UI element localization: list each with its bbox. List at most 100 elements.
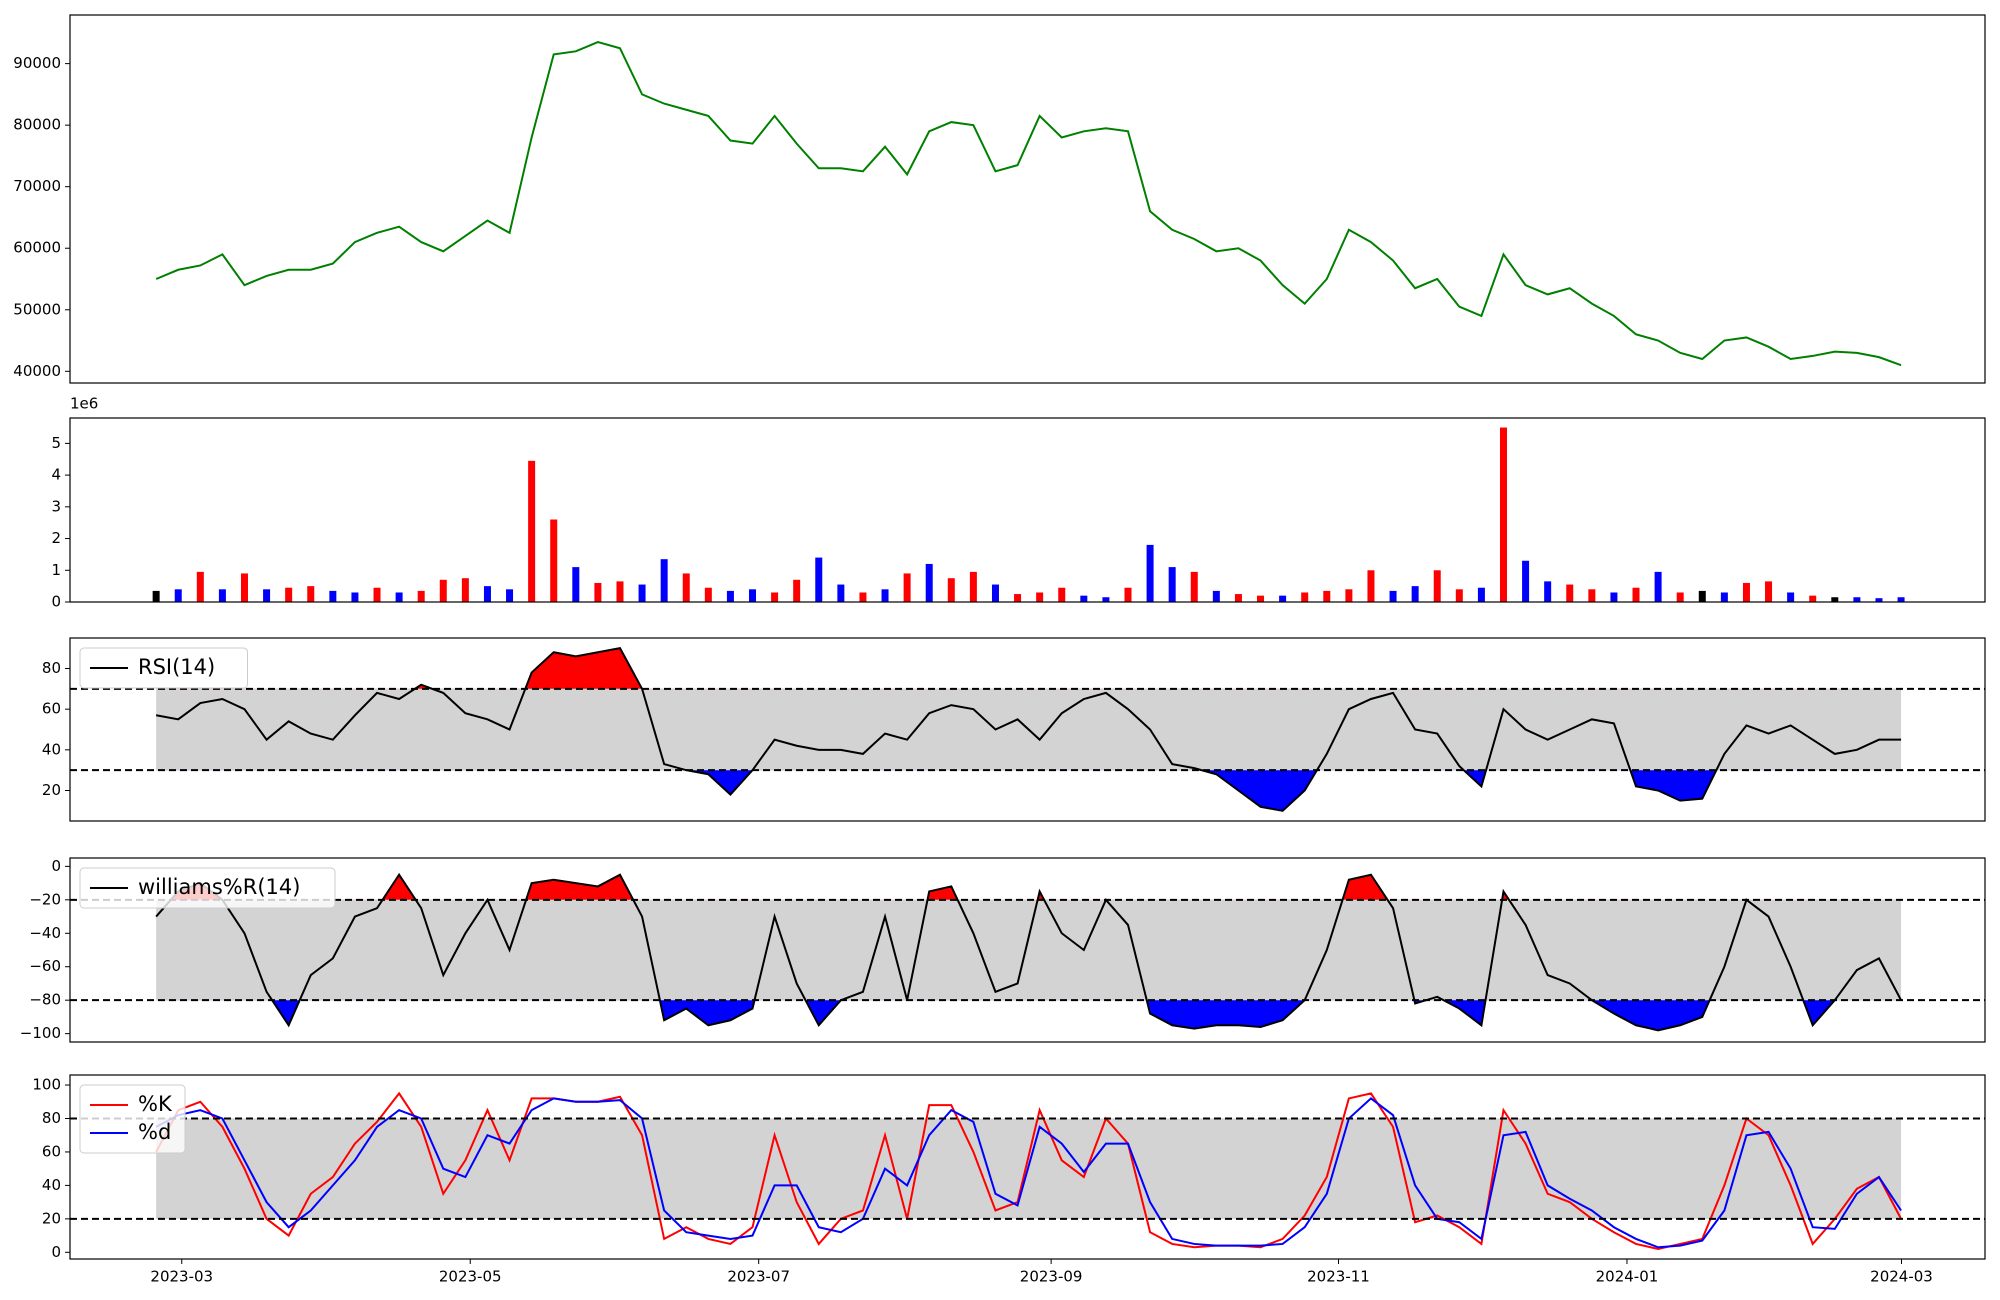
- x-tick-label: 2023-03: [150, 1268, 213, 1286]
- volume-bar: [1411, 586, 1419, 602]
- y-tick-label: 20: [42, 1209, 61, 1227]
- y-tick-label: 60: [42, 700, 61, 718]
- panel-frame: [69, 417, 1986, 603]
- volume-bar: [594, 582, 602, 602]
- volume-bar: [528, 460, 536, 602]
- volume-bar: [461, 578, 469, 602]
- volume-bar: [1654, 571, 1662, 602]
- volume-bar: [351, 592, 359, 602]
- y-tick-label: 0: [51, 1243, 61, 1261]
- series-line: [155, 647, 1902, 812]
- volume-bar: [1433, 570, 1441, 602]
- x-tick-label: 2023-07: [727, 1268, 790, 1286]
- volume-bar: [1742, 582, 1750, 602]
- y-tick-label: −100: [20, 1024, 61, 1042]
- overbought-fill: [156, 874, 1902, 900]
- volume-bar: [1875, 598, 1883, 602]
- y-tick-label: 40: [42, 1176, 61, 1194]
- volume-bar: [285, 587, 293, 602]
- volume-bar: [1102, 597, 1110, 602]
- volume-bar: [1080, 595, 1088, 602]
- volume-bar: [1477, 587, 1485, 602]
- oversold-fill: [156, 1000, 1902, 1031]
- legend-box: [79, 1084, 186, 1154]
- volume-bar: [1345, 589, 1353, 602]
- volume-bar: [1146, 544, 1154, 602]
- series-line: [155, 1097, 1902, 1249]
- series-line: [155, 1091, 1902, 1250]
- volume-bar: [1544, 581, 1552, 602]
- volume-bar: [837, 584, 845, 602]
- volume-bar: [174, 589, 182, 602]
- y-tick-label: 0: [51, 593, 61, 611]
- volume-bar: [1765, 581, 1773, 602]
- volume-bar: [1897, 597, 1905, 602]
- volume-bar: [1036, 592, 1044, 602]
- volume-bar: [682, 573, 690, 602]
- volume-bar: [240, 573, 248, 602]
- volume-bar: [660, 559, 668, 602]
- volume-bar: [1610, 592, 1618, 602]
- volume-bar: [483, 586, 491, 602]
- volume-bar: [1323, 590, 1331, 602]
- band: [156, 899, 1902, 1001]
- volume-bar: [1676, 592, 1684, 602]
- volume-bar: [1566, 584, 1574, 602]
- series-line: [155, 872, 1902, 1032]
- y-tick-label: 80: [42, 659, 61, 677]
- y-tick-label: 50000: [13, 300, 61, 318]
- legend-box: [79, 867, 336, 909]
- volume-bar: [329, 590, 337, 602]
- volume-bar: [704, 587, 712, 602]
- volume-bar: [572, 567, 580, 602]
- y-tick-label: 40: [42, 740, 61, 758]
- volume-bar: [1124, 587, 1132, 602]
- y-tick-label: 100: [32, 1076, 61, 1094]
- volume-bar: [152, 590, 160, 602]
- volume-bar: [1279, 595, 1287, 602]
- y-tick-label: 4: [51, 466, 61, 484]
- y-tick-label: −40: [29, 924, 61, 942]
- y-tick-label: 3: [51, 497, 61, 515]
- y-tick-label: 90000: [13, 54, 61, 72]
- volume-bar: [439, 579, 447, 602]
- volume-bar: [1234, 594, 1242, 602]
- y-tick-label: 60000: [13, 239, 61, 257]
- x-tick-label: 2023-11: [1307, 1268, 1370, 1286]
- legend-label: RSI(14): [138, 655, 215, 679]
- volume-bar: [1499, 427, 1507, 602]
- panel-frame: [69, 14, 1986, 384]
- legend-label: williams%R(14): [138, 875, 300, 899]
- y-tick-label: 60: [42, 1142, 61, 1160]
- legend-label: %K: [138, 1092, 173, 1116]
- volume-bar: [307, 586, 315, 602]
- volume-bar: [1301, 592, 1309, 602]
- volume-bar: [1014, 594, 1022, 602]
- volume-bar: [373, 587, 381, 602]
- y-tick-label: 20: [42, 781, 61, 799]
- volume-bar: [1190, 571, 1198, 602]
- volume-bar: [1522, 560, 1530, 602]
- panel: 40000 50000 60000 70000 80000 90000: [13, 14, 1986, 384]
- volume-bar: [969, 571, 977, 602]
- panel: 20 40 60 80 RSI(14): [42, 637, 1986, 822]
- legend-box: [79, 647, 248, 689]
- y-tick-label: −20: [29, 890, 61, 908]
- volume-bar: [1853, 597, 1861, 602]
- volume-bar: [1787, 592, 1795, 602]
- volume-bar: [925, 563, 933, 602]
- volume-bar: [815, 557, 823, 602]
- y-tick-label: 80: [42, 1109, 61, 1127]
- panel: 0 20 40 60 80 100 %K %d 2023-03 2023-05 2023-07 202…: [32, 1074, 1986, 1286]
- volume-bar: [903, 573, 911, 602]
- y-tick-label: 80000: [13, 116, 61, 134]
- y-tick-label: 5: [51, 434, 61, 452]
- volume-bar: [263, 589, 271, 602]
- volume-bar: [1058, 587, 1066, 602]
- volume-bar: [859, 592, 867, 602]
- volume-bar: [749, 589, 757, 602]
- volume-bar: [1831, 597, 1839, 602]
- y-tick-label: −80: [29, 991, 61, 1009]
